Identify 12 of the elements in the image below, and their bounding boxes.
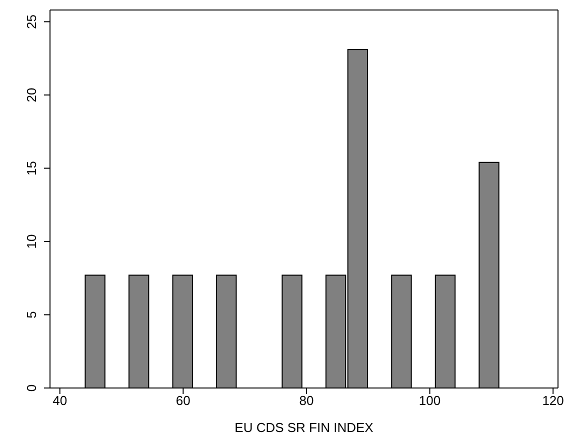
x-tick-label: 120 bbox=[542, 393, 564, 408]
x-axis-title: EU CDS SR FIN INDEX bbox=[234, 420, 374, 435]
x-tick-label: 60 bbox=[176, 393, 190, 408]
y-tick-label: 10 bbox=[24, 234, 39, 249]
y-tick-label: 5 bbox=[24, 311, 39, 318]
y-tick-label: 0 bbox=[24, 384, 39, 392]
y-tick-label: 25 bbox=[24, 14, 39, 29]
x-tick-label: 100 bbox=[418, 393, 441, 408]
y-tick-label: 15 bbox=[24, 161, 39, 176]
y-tick-label: 20 bbox=[24, 88, 39, 102]
x-tick-label: 80 bbox=[299, 393, 314, 408]
x-tick-label: 40 bbox=[52, 393, 68, 408]
